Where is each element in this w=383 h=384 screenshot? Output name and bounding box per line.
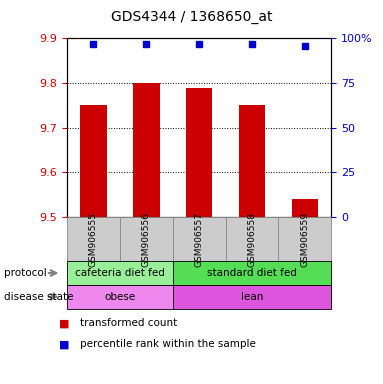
Bar (292, 199, 318, 217)
Text: lean: lean (241, 292, 263, 302)
Bar (239, 105, 265, 217)
Text: protocol: protocol (4, 268, 47, 278)
Text: transformed count: transformed count (80, 318, 178, 328)
Text: cafeteria diet fed: cafeteria diet fed (75, 268, 165, 278)
Text: GSM906557: GSM906557 (195, 212, 204, 266)
Text: percentile rank within the sample: percentile rank within the sample (80, 339, 256, 349)
Text: GSM906558: GSM906558 (247, 212, 257, 266)
Text: disease state: disease state (4, 292, 73, 302)
Text: GSM906555: GSM906555 (89, 212, 98, 266)
Text: ■: ■ (59, 339, 70, 349)
Text: standard diet fed: standard diet fed (207, 268, 297, 278)
Text: ■: ■ (59, 318, 70, 328)
Text: GSM906556: GSM906556 (142, 212, 151, 266)
Text: GSM906559: GSM906559 (300, 212, 309, 266)
Text: GDS4344 / 1368650_at: GDS4344 / 1368650_at (111, 10, 272, 23)
Text: obese: obese (104, 292, 136, 302)
Bar (186, 88, 213, 217)
Bar (133, 83, 159, 217)
Bar (80, 105, 106, 217)
